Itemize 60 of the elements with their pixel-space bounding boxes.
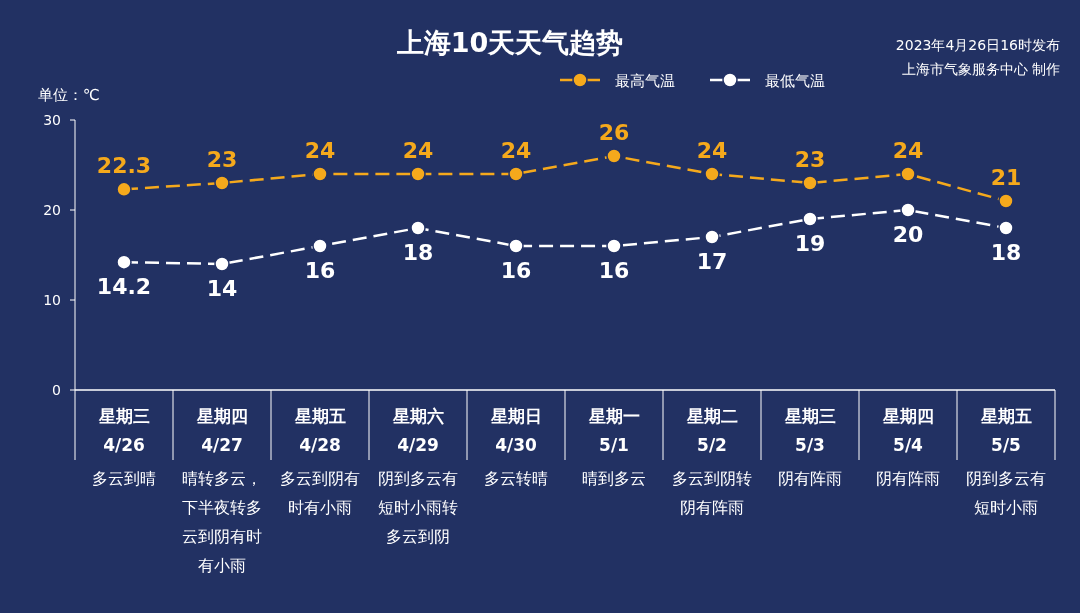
data-label: 23 [206, 147, 238, 172]
data-label: 18 [402, 240, 434, 265]
data-label: 17 [696, 249, 728, 274]
data-label: 24 [304, 138, 336, 163]
y-tick-label: 20 [43, 202, 61, 218]
legend-label: 最高气温 [615, 72, 675, 90]
data-label: 22.3 [96, 153, 152, 179]
point [312, 238, 328, 254]
text: 2023年4月26日16时发布 [895, 37, 1060, 53]
data-label: 14.2 [96, 274, 152, 300]
point [508, 166, 524, 182]
x-tick-label: 星期二 5/2 多云到阴转阴有阵雨 [672, 406, 752, 517]
point [410, 220, 426, 236]
x-tick-label: 星期日 4/30 多云转晴 [484, 406, 548, 488]
data-label: 23 [794, 147, 826, 172]
text: 上海市气象服务中心 制作 [901, 61, 1060, 77]
x-tick-label: 星期三 5/3 阴有阵雨 [778, 406, 842, 488]
y-axis-title: 单位：℃ [38, 86, 100, 104]
data-label: 19 [794, 231, 826, 256]
y-tick-label: 30 [43, 112, 61, 128]
data-label: 20 [892, 222, 924, 247]
point [704, 166, 720, 182]
x-tick-label: 星期一 5/1 晴到多云 [582, 406, 646, 488]
x-tick-label: 星期四 4/27 晴转多云，下半夜转多云到阴有时有小雨 [182, 406, 262, 575]
point [508, 238, 524, 254]
data-label: 18 [990, 240, 1022, 265]
point [214, 256, 230, 272]
point [998, 193, 1014, 209]
point [606, 148, 622, 164]
data-label: 24 [500, 138, 532, 163]
y-tick-label: 10 [43, 292, 61, 308]
point [900, 166, 916, 182]
data-label: 16 [304, 258, 336, 283]
point [312, 166, 328, 182]
point [900, 202, 916, 218]
point [116, 181, 132, 198]
data-label: 16 [500, 258, 532, 283]
data-label: 16 [598, 258, 630, 283]
point [802, 175, 818, 191]
x-tick-label: 星期六 4/29 阴到多云有短时小雨转多云到阴 [378, 406, 458, 546]
data-label: 24 [892, 138, 924, 163]
data-label: 24 [402, 138, 434, 163]
point [606, 238, 622, 254]
legend-label: 最低气温 [765, 72, 825, 90]
data-label: 24 [696, 138, 728, 163]
chart-title: 上海10天天气趋势 [395, 27, 624, 58]
x-tick-label: 星期四 5/4 阴有阵雨 [876, 406, 940, 488]
point [998, 220, 1014, 236]
x-tick-label: 星期三 4/26 多云到晴 [92, 406, 156, 488]
point [704, 229, 720, 245]
x-tick-label: 星期五 4/28 多云到阴有时有小雨 [280, 406, 360, 517]
point [116, 254, 132, 270]
point [802, 211, 818, 227]
y-tick-label: 0 [52, 382, 61, 398]
point [410, 166, 426, 182]
point [214, 175, 230, 191]
data-label: 21 [990, 165, 1022, 190]
x-tick-label: 星期五 5/5 阴到多云有短时小雨 [966, 406, 1046, 517]
data-label: 26 [598, 120, 630, 145]
data-label: 14 [206, 276, 238, 301]
